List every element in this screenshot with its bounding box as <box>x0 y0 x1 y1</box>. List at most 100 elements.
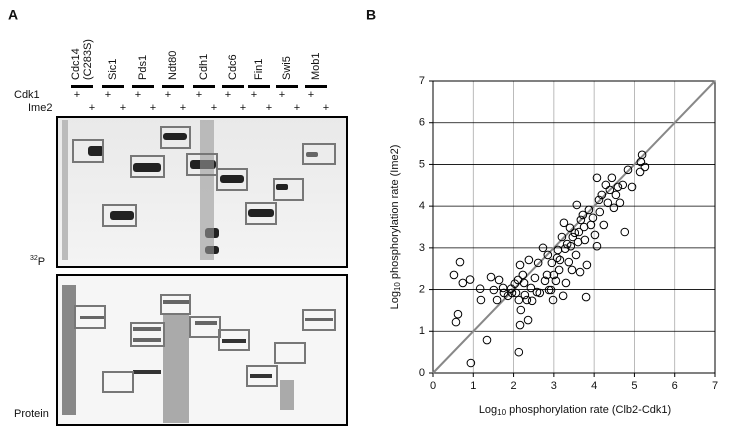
data-point <box>486 272 496 282</box>
cdk1-mark: + <box>105 89 111 101</box>
data-point <box>519 278 529 288</box>
data-point <box>544 285 554 295</box>
data-point <box>576 215 586 225</box>
lane-label: Mob1 <box>310 52 322 80</box>
label-part: phosphorylation rate (Ime2) <box>389 145 401 283</box>
data-point <box>571 250 581 260</box>
panel-label: A <box>8 7 18 23</box>
lane-labels: Cdc14 (C283S)++Sic1++Pds1++Ndt80++Cdh1++C… <box>70 39 329 114</box>
data-point <box>547 258 557 268</box>
data-point <box>584 205 594 215</box>
data-point <box>575 267 585 277</box>
data-point <box>530 273 540 283</box>
lane-label: Cdh1 <box>198 54 210 80</box>
lane-bar <box>248 85 270 88</box>
data-point <box>555 255 565 265</box>
lane-label: Ndt80 <box>167 51 179 80</box>
lane-bar <box>193 85 215 88</box>
lane-bar <box>222 85 244 88</box>
label-part: Log <box>479 404 497 416</box>
ime2-mark: + <box>89 102 95 114</box>
data-point <box>526 283 536 293</box>
data-point <box>489 285 499 295</box>
y-tick-label: 4 <box>419 200 425 212</box>
ime2-mark: + <box>240 102 246 114</box>
data-point <box>533 258 543 268</box>
data-point <box>568 232 578 242</box>
data-point <box>609 203 619 213</box>
data-point <box>581 292 591 302</box>
data-point <box>482 335 492 345</box>
cdk1-mark: + <box>279 89 285 101</box>
data-point <box>586 220 596 230</box>
ime2-mark: + <box>266 102 272 114</box>
row-label: Cdk1 <box>14 89 40 101</box>
lane-note: (C283S) <box>82 39 94 80</box>
ime2-mark: + <box>150 102 156 114</box>
data-point <box>567 265 577 275</box>
lane-bar <box>276 85 298 88</box>
data-point <box>455 257 465 267</box>
cdk1-mark: + <box>251 89 257 101</box>
data-point <box>588 213 598 223</box>
lane-label: Fin1 <box>253 59 265 80</box>
y-tick-label: 0 <box>419 367 425 379</box>
data-point <box>618 180 628 190</box>
data-point <box>549 270 559 280</box>
cdk1-mark: + <box>196 89 202 101</box>
lane-bar <box>305 85 327 88</box>
data-point <box>615 198 625 208</box>
y-tick-label: 1 <box>419 325 425 337</box>
data-point <box>514 347 524 357</box>
data-point <box>507 288 517 298</box>
gel-bands <box>62 120 318 260</box>
data-point <box>599 220 609 230</box>
data-point <box>476 295 486 305</box>
lane-label: Sic1 <box>107 59 119 80</box>
x-tick-label: 1 <box>470 380 476 392</box>
data-point <box>613 182 623 192</box>
x-tick-label: 6 <box>672 380 678 392</box>
label-part: phosphorylation rate (Clb2-Cdk1) <box>506 404 671 416</box>
isotope-symbol: P <box>38 256 45 268</box>
data-point <box>520 290 530 300</box>
data-point <box>515 320 525 330</box>
data-point <box>592 173 602 183</box>
label-sub: 10 <box>497 408 506 417</box>
ime2-mark: + <box>211 102 217 114</box>
ime2-mark: + <box>323 102 329 114</box>
y-axis-label: Log10 phosphorylation rate (Ime2) <box>389 145 402 310</box>
data-point <box>518 270 528 280</box>
data-point <box>475 284 485 294</box>
data-point <box>603 198 613 208</box>
data-point <box>511 288 521 298</box>
cdk1-mark: + <box>225 89 231 101</box>
data-point <box>578 210 588 220</box>
plot-frame <box>432 80 716 374</box>
data-point <box>636 157 646 167</box>
x-tick-label: 2 <box>511 380 517 392</box>
data-point <box>465 275 475 284</box>
y-tick-label: 7 <box>419 75 425 87</box>
data-point <box>524 255 534 265</box>
data-point <box>551 276 561 286</box>
data-point <box>601 180 611 190</box>
ime2-mark: + <box>120 102 126 114</box>
ime2-mark: + <box>294 102 300 114</box>
data-point <box>466 358 476 368</box>
cdk1-mark: + <box>74 89 80 101</box>
lane-bar <box>132 85 154 88</box>
row-label: Ime2 <box>28 102 52 114</box>
data-point <box>546 285 556 295</box>
data-point <box>453 309 463 319</box>
gel-protein-stain <box>56 274 348 426</box>
x-tick-label: 4 <box>591 380 597 392</box>
x-tick-label: 5 <box>631 380 637 392</box>
data-point <box>574 227 584 237</box>
data-point <box>570 228 580 238</box>
data-point <box>492 295 502 305</box>
cdk1-mark: + <box>165 89 171 101</box>
lane-bar <box>162 85 184 88</box>
